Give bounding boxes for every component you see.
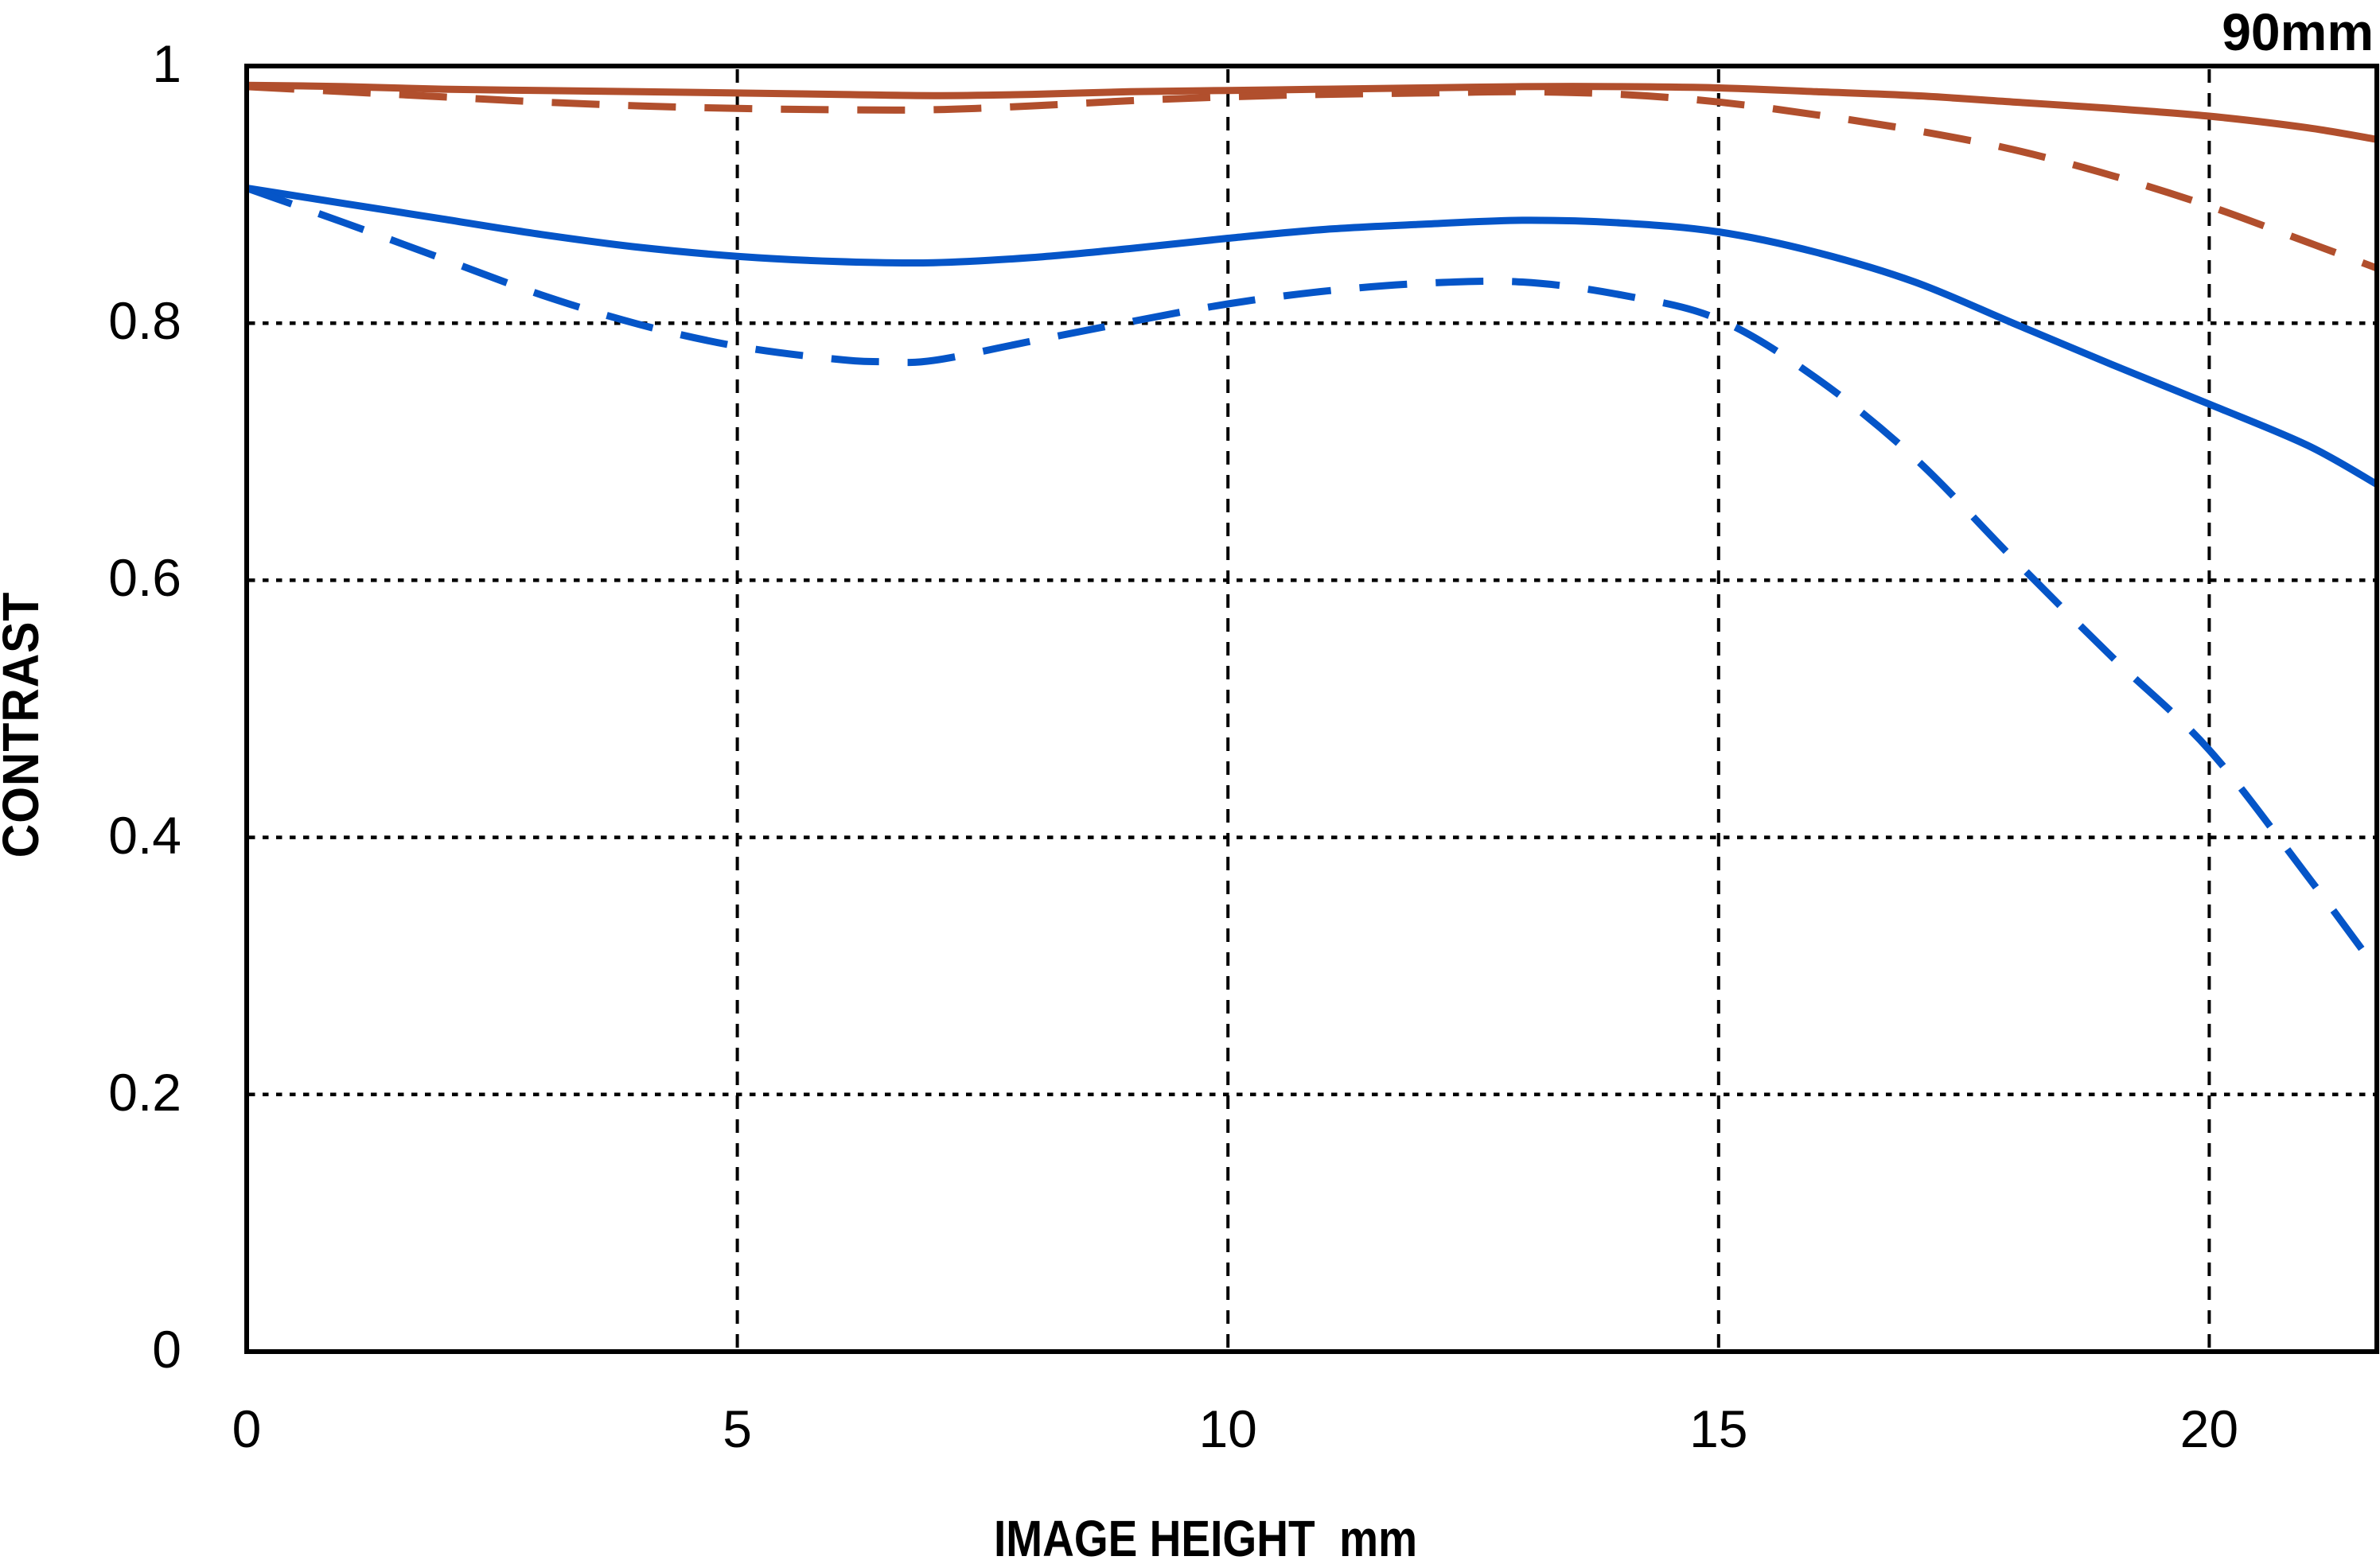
y-tick-label-0.8: 0.8 — [108, 291, 181, 351]
x-tick-label-10: 10 — [1198, 1399, 1257, 1458]
y-tick-label-0.4: 0.4 — [108, 805, 181, 865]
y-tick-label-0: 0 — [152, 1320, 181, 1379]
x-tick-label-5: 5 — [723, 1399, 752, 1458]
x-tick-label-15: 15 — [1689, 1399, 1748, 1458]
y-tick-label-0.6: 0.6 — [108, 548, 181, 608]
curve-blue-dashed — [247, 185, 2377, 971]
y-tick-label-1: 1 — [152, 34, 181, 93]
x-tick-label-20: 20 — [2179, 1399, 2239, 1458]
x-axis-title: IMAGE HEIGHT mm — [993, 1510, 1418, 1567]
curve-blue-solid — [247, 185, 2377, 488]
y-tick-label-0.2: 0.2 — [108, 1062, 181, 1122]
chart-title: 90mm — [2222, 2, 2374, 61]
plot-frame — [244, 64, 2379, 1354]
curve-red-solid — [247, 81, 2377, 143]
x-tick-label-0: 0 — [232, 1399, 262, 1458]
curve-red-dashed — [247, 83, 2377, 271]
y-axis-title: CONTRAST — [0, 591, 49, 858]
